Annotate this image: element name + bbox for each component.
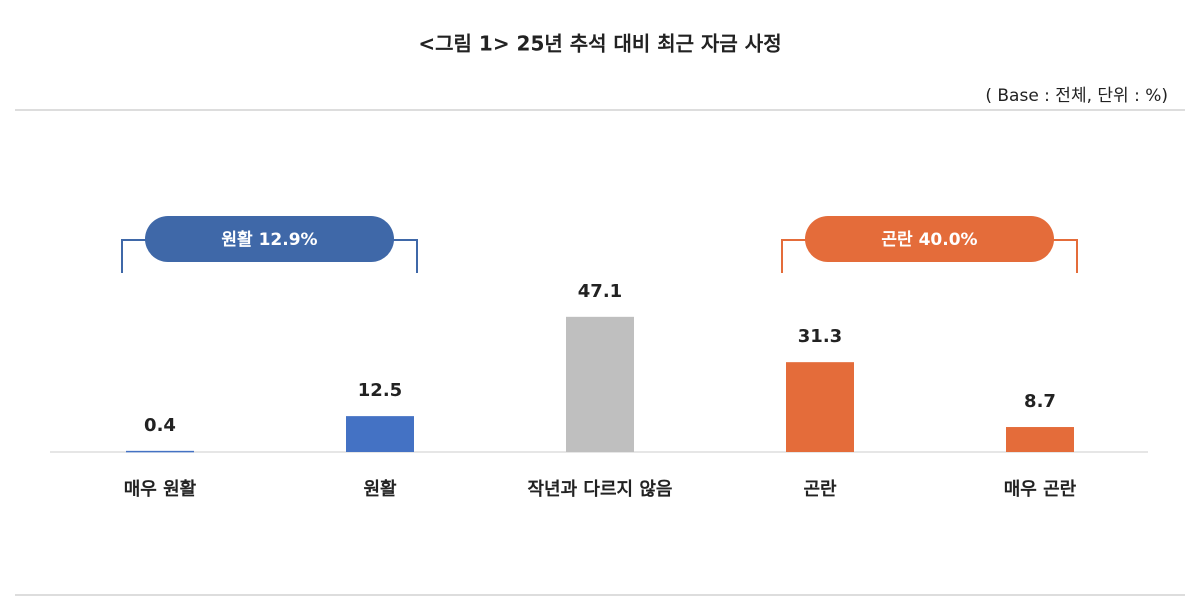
- value-label: 31.3: [798, 326, 842, 347]
- value-label: 0.4: [144, 415, 176, 436]
- annotation-pill: [805, 216, 1054, 262]
- chart-subtitle: ( Base : 전체, 단위 : %): [985, 86, 1168, 106]
- x-tick-label: 곤란: [803, 479, 837, 500]
- value-label: 47.1: [578, 281, 622, 302]
- annotation-label: 곤란 40.0%: [881, 230, 977, 250]
- bar: [566, 316, 634, 452]
- x-tick-label: 작년과 다르지 않음: [527, 479, 672, 500]
- annotation-label: 원활 12.9%: [221, 229, 317, 250]
- bar: [346, 416, 414, 452]
- bar: [126, 450, 194, 453]
- value-label: 12.5: [358, 380, 402, 401]
- value-label: 8.7: [1024, 391, 1056, 412]
- x-tick-label: 원활: [363, 479, 397, 500]
- annotation-pill: [145, 216, 394, 262]
- bar: [786, 362, 854, 452]
- x-tick-label: 매우 곤란: [1004, 479, 1077, 500]
- chart-title: <그림 1> 25년 추석 대비 최근 자금 사정: [418, 32, 781, 56]
- bar: [1006, 427, 1074, 452]
- x-tick-label: 매우 원활: [124, 479, 197, 500]
